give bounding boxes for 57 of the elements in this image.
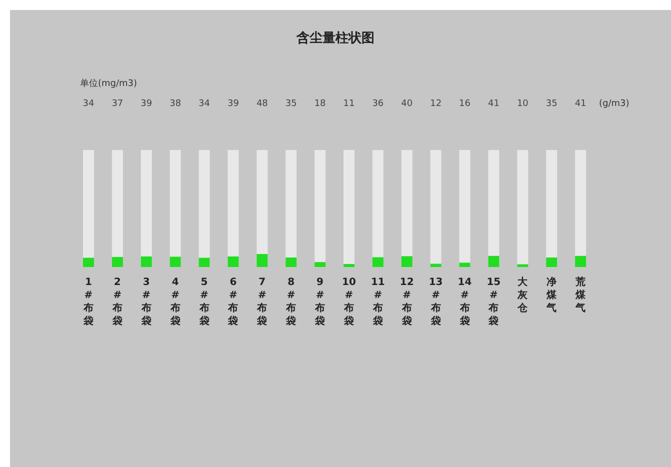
x-tick-label: 6#布袋: [227, 277, 238, 327]
data-label: 41: [488, 99, 500, 109]
bar: [112, 256, 123, 267]
bar: [170, 256, 181, 267]
data-label: 34: [82, 99, 94, 109]
bar: [517, 264, 528, 267]
x-tick-label: 1#布袋: [82, 277, 94, 327]
x-tick-label: 12#布袋: [400, 277, 414, 327]
data-label: 48: [256, 99, 268, 109]
data-label: 39: [140, 99, 152, 109]
x-tick-label: 14#布袋: [458, 277, 472, 327]
bar: [488, 256, 500, 267]
x-tick-label: 8#布袋: [285, 277, 296, 327]
data-label: 11: [343, 99, 355, 109]
bar: [286, 258, 297, 267]
bar: [344, 264, 354, 267]
data-label: 40: [401, 99, 413, 109]
data-label: 34: [198, 99, 210, 109]
data-label: 18: [314, 99, 326, 109]
bar: [546, 258, 558, 267]
bar: [228, 256, 239, 267]
data-label: 41: [574, 99, 586, 109]
x-tick-label: 荒煤气: [574, 276, 587, 314]
x-tick-label: 2#布袋: [111, 277, 122, 327]
x-tick-label: 11#布袋: [370, 277, 385, 327]
data-label: 35: [285, 99, 297, 109]
x-tick-label: 7#布袋: [256, 277, 268, 327]
x-tick-label: 9#布袋: [314, 277, 326, 327]
text: 单位(mg/m3): [80, 78, 138, 89]
x-tick-label: 大灰仓: [516, 276, 529, 314]
x-tick-label: 13#布袋: [428, 277, 443, 327]
data-label: 16: [459, 99, 471, 109]
bar: [401, 256, 412, 267]
text: (g/m3): [599, 99, 630, 109]
data-label: 39: [227, 99, 240, 109]
data-label: 35: [546, 99, 558, 109]
bar: [459, 262, 470, 267]
x-tick-label: 10#布袋: [342, 277, 356, 327]
x-tick-label: 3#布袋: [140, 277, 152, 327]
bar: [430, 264, 442, 267]
x-tick-label: 净煤气: [546, 276, 558, 314]
data-label: 38: [170, 99, 182, 109]
bar: [198, 258, 210, 267]
bar: [140, 256, 152, 267]
data-label: 12: [430, 99, 442, 109]
bar: [256, 254, 268, 267]
x-tick-label: 5#布袋: [198, 277, 210, 327]
data-label: 36: [372, 99, 384, 109]
bar: [372, 257, 384, 267]
bar: [83, 258, 94, 267]
x-tick-label: 4#布袋: [169, 277, 180, 327]
data-label: 10: [516, 99, 529, 109]
bar: [314, 262, 326, 267]
x-tick-label: 15#布袋: [486, 277, 501, 327]
chart-title: 含尘量柱状图: [296, 30, 374, 46]
bar: [575, 256, 586, 267]
data-label: 37: [112, 99, 124, 109]
